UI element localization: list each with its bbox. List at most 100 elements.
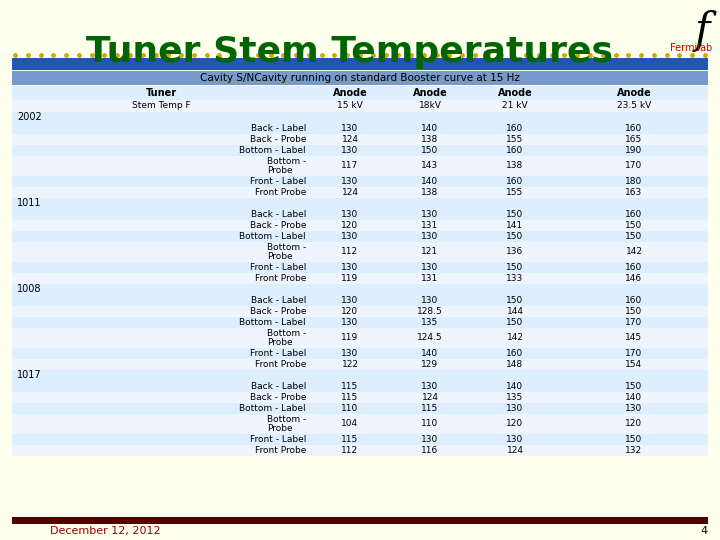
Text: 110: 110 <box>421 420 438 429</box>
Bar <box>12 112 708 123</box>
Text: 170: 170 <box>626 349 643 358</box>
Text: 120: 120 <box>341 307 359 316</box>
Text: 145: 145 <box>626 334 642 342</box>
Text: 120: 120 <box>626 420 642 429</box>
Text: 21 kV: 21 kV <box>502 102 528 111</box>
Bar <box>12 434 708 445</box>
Text: 150: 150 <box>506 296 523 305</box>
Text: Bottom - Label: Bottom - Label <box>239 146 306 155</box>
Text: Back - Label: Back - Label <box>251 124 306 133</box>
Text: 140: 140 <box>421 177 438 186</box>
Text: 150: 150 <box>421 146 438 155</box>
Text: 131: 131 <box>421 274 438 283</box>
Text: 119: 119 <box>341 334 359 342</box>
Text: 130: 130 <box>341 124 359 133</box>
Text: 112: 112 <box>341 446 359 455</box>
Text: 115: 115 <box>341 435 359 444</box>
Text: 115: 115 <box>421 404 438 413</box>
Text: 124.5: 124.5 <box>417 334 443 342</box>
Text: 133: 133 <box>506 274 523 283</box>
Text: 150: 150 <box>626 221 643 230</box>
Bar <box>12 370 708 381</box>
Text: 142: 142 <box>506 334 523 342</box>
Text: 130: 130 <box>421 232 438 241</box>
Text: 150: 150 <box>506 210 523 219</box>
Text: 112: 112 <box>341 247 359 256</box>
Text: 160: 160 <box>506 146 523 155</box>
Text: 160: 160 <box>626 210 643 219</box>
Bar <box>12 145 708 156</box>
Text: 143: 143 <box>421 161 438 171</box>
Text: Bottom - Label: Bottom - Label <box>239 404 306 413</box>
Text: 130: 130 <box>341 146 359 155</box>
Text: 115: 115 <box>341 382 359 391</box>
Text: 138: 138 <box>421 188 438 197</box>
Text: 130: 130 <box>421 210 438 219</box>
Bar <box>12 242 708 262</box>
Text: 160: 160 <box>626 263 643 272</box>
Text: Tuner: Tuner <box>145 88 176 98</box>
Text: 130: 130 <box>421 382 438 391</box>
Text: 131: 131 <box>421 221 438 230</box>
Text: 150: 150 <box>626 382 643 391</box>
Text: 130: 130 <box>341 318 359 327</box>
Text: 130: 130 <box>421 263 438 272</box>
Text: Front Probe: Front Probe <box>255 446 306 455</box>
Text: Front - Label: Front - Label <box>250 349 306 358</box>
Text: 170: 170 <box>626 161 643 171</box>
Text: 130: 130 <box>421 296 438 305</box>
Text: 150: 150 <box>626 232 643 241</box>
Text: 23.5 kV: 23.5 kV <box>617 102 651 111</box>
Text: f: f <box>695 10 710 52</box>
Text: Front - Label: Front - Label <box>250 177 306 186</box>
Bar <box>12 295 708 306</box>
Bar <box>12 231 708 242</box>
Text: 130: 130 <box>341 296 359 305</box>
Bar <box>12 445 708 456</box>
Bar <box>12 517 708 524</box>
Text: 128.5: 128.5 <box>417 307 443 316</box>
Text: 160: 160 <box>506 349 523 358</box>
Text: 110: 110 <box>341 404 359 413</box>
Text: 150: 150 <box>626 435 643 444</box>
Text: 155: 155 <box>506 135 523 144</box>
Text: 155: 155 <box>506 188 523 197</box>
Text: 124: 124 <box>506 446 523 455</box>
Text: 138: 138 <box>506 161 523 171</box>
Text: 135: 135 <box>421 318 438 327</box>
Text: Bottom - Label: Bottom - Label <box>239 232 306 241</box>
Text: 165: 165 <box>626 135 643 144</box>
Text: 144: 144 <box>506 307 523 316</box>
Text: 180: 180 <box>626 177 643 186</box>
Text: 146: 146 <box>626 274 642 283</box>
Text: Bottom - Label: Bottom - Label <box>239 318 306 327</box>
Text: 130: 130 <box>506 435 523 444</box>
Bar <box>12 262 708 273</box>
Text: 2002: 2002 <box>17 112 42 123</box>
Text: 130: 130 <box>341 177 359 186</box>
Bar <box>12 176 708 187</box>
Text: 124: 124 <box>341 188 359 197</box>
Bar <box>12 156 708 176</box>
Text: 163: 163 <box>626 188 643 197</box>
Text: 130: 130 <box>341 210 359 219</box>
Text: Back - Label: Back - Label <box>251 382 306 391</box>
Text: 132: 132 <box>626 446 642 455</box>
Text: 116: 116 <box>421 446 438 455</box>
Text: Stem Temp F: Stem Temp F <box>132 102 190 111</box>
Text: 140: 140 <box>506 382 523 391</box>
Bar <box>12 359 708 370</box>
Text: 190: 190 <box>626 146 643 155</box>
Bar <box>12 134 708 145</box>
Text: 120: 120 <box>506 420 523 429</box>
Text: Bottom -
Probe: Bottom - Probe <box>266 157 306 176</box>
Text: 1011: 1011 <box>17 199 42 208</box>
Text: 136: 136 <box>506 247 523 256</box>
Text: 160: 160 <box>626 296 643 305</box>
Text: 130: 130 <box>421 435 438 444</box>
Text: 141: 141 <box>506 221 523 230</box>
Text: 119: 119 <box>341 274 359 283</box>
Text: 160: 160 <box>626 124 643 133</box>
Bar <box>12 273 708 284</box>
Text: 148: 148 <box>506 360 523 369</box>
